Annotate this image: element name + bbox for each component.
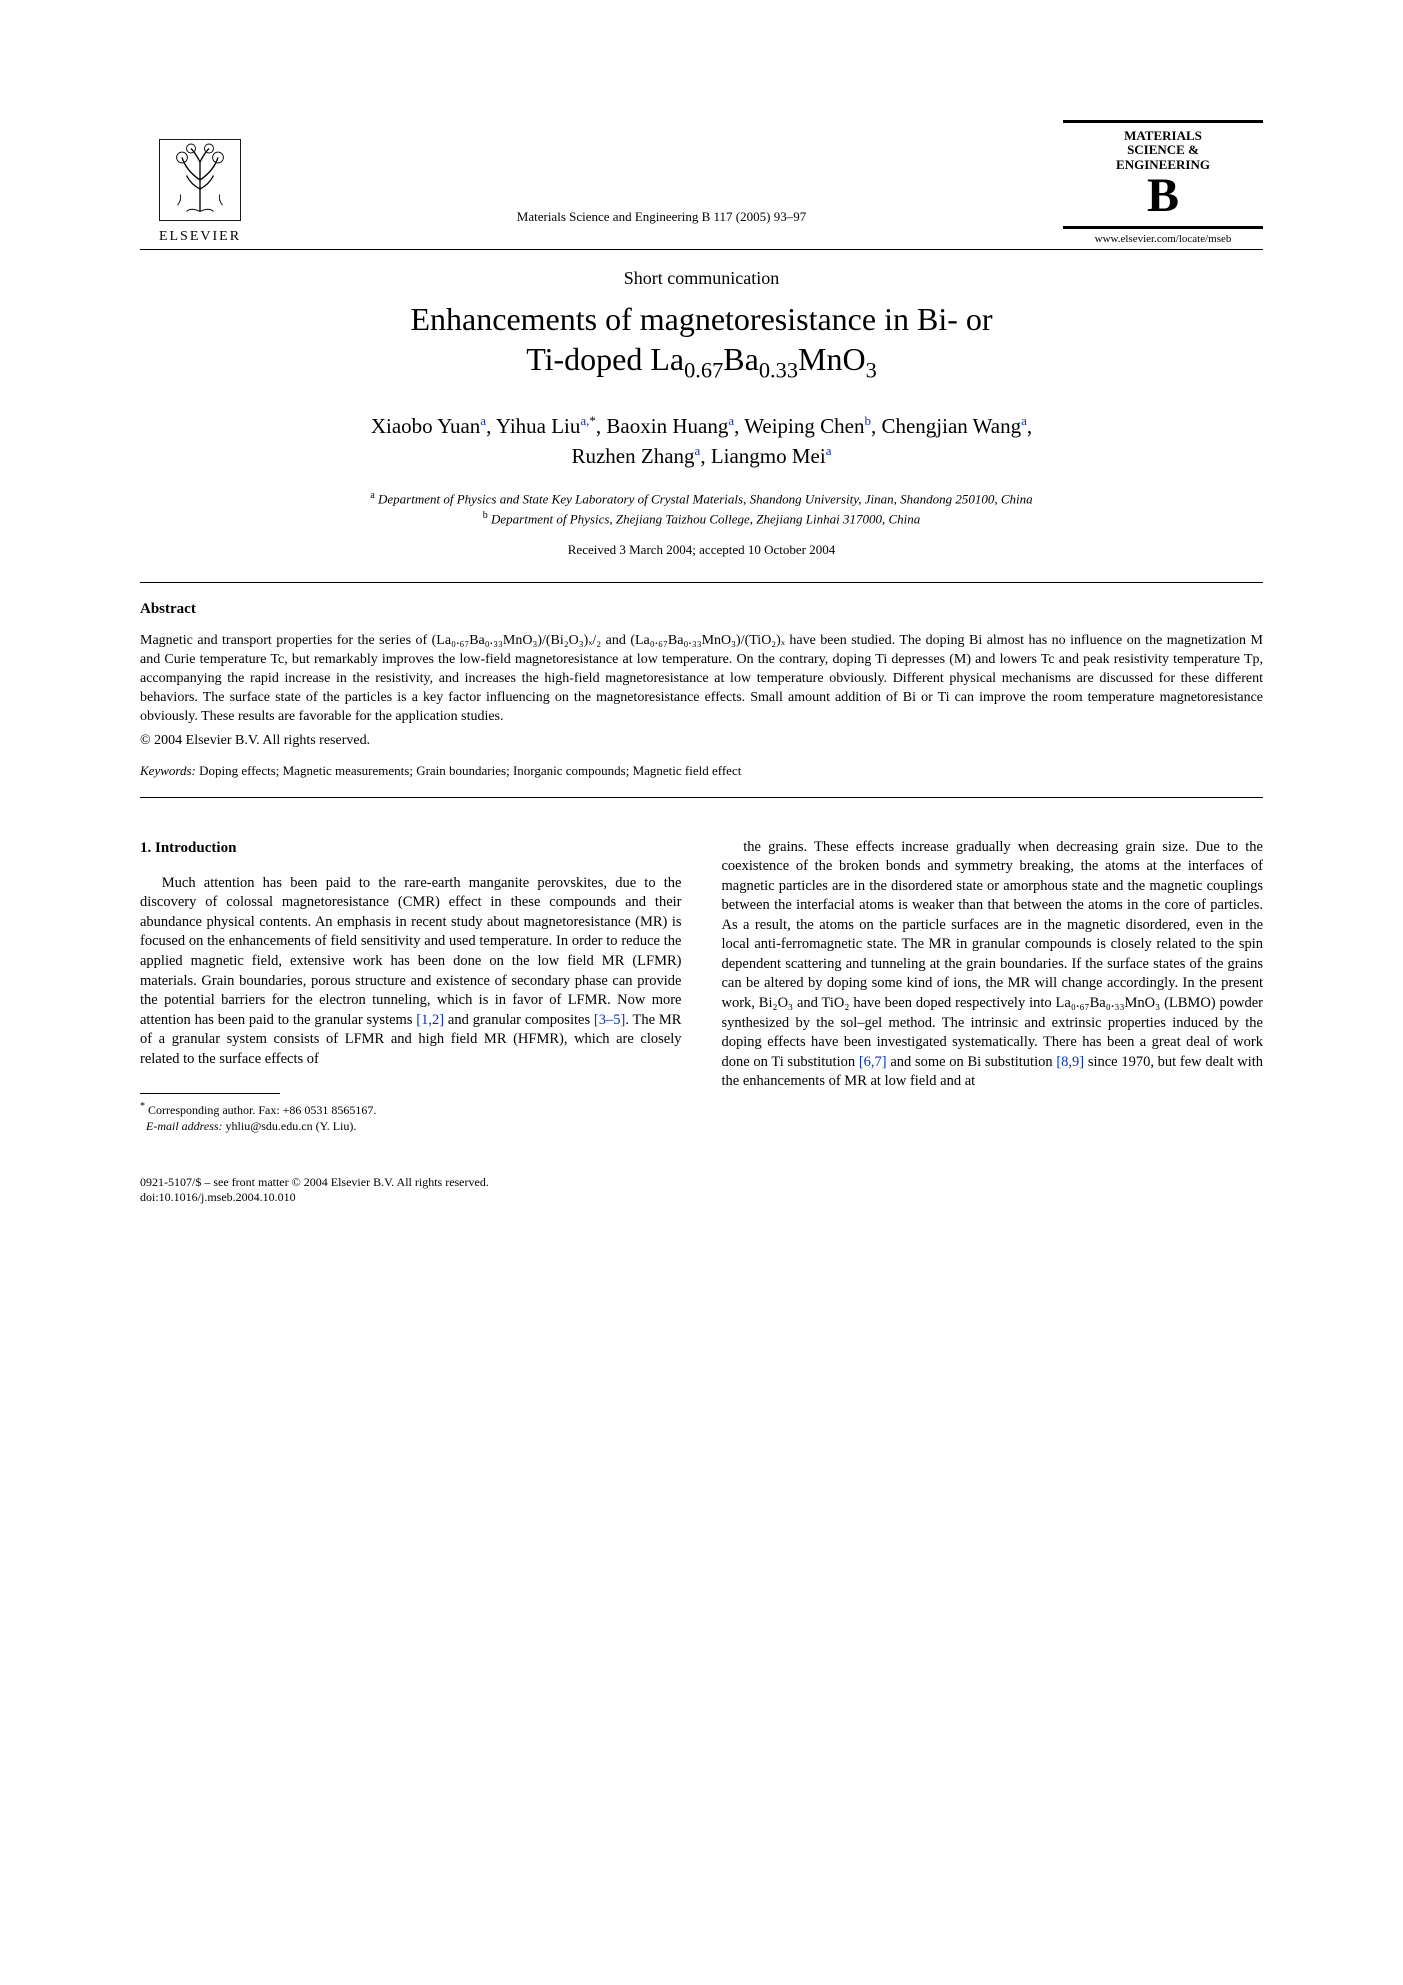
corr-text: Corresponding author. Fax: +86 0531 8565… bbox=[148, 1103, 376, 1117]
publisher-logo: ELSEVIER bbox=[140, 135, 260, 245]
footnote-rule bbox=[140, 1093, 280, 1094]
article-type: Short communication bbox=[140, 268, 1263, 289]
email-value: yhliu@sdu.edu.cn (Y. Liu). bbox=[226, 1119, 357, 1133]
title-sub1: 0.67 bbox=[684, 357, 723, 382]
email-label: E-mail address: bbox=[146, 1119, 223, 1133]
article-dates: Received 3 March 2004; accepted 10 Octob… bbox=[140, 542, 1263, 558]
body-columns: 1. Introduction Much attention has been … bbox=[140, 838, 1263, 1135]
title-sub3: 3 bbox=[866, 357, 877, 382]
intro-para-1: Much attention has been paid to the rare… bbox=[140, 874, 682, 1070]
title-line1: Enhancements of magnetoresistance in Bi-… bbox=[410, 301, 992, 337]
affiliations: a Department of Physics and State Key La… bbox=[140, 489, 1263, 528]
abstract-copyright: © 2004 Elsevier B.V. All rights reserved… bbox=[140, 733, 1263, 749]
author-6: Ruzhen Zhang bbox=[571, 444, 694, 468]
author-1-aff[interactable]: a bbox=[480, 413, 486, 428]
author-2: Yihua Liu bbox=[496, 414, 581, 438]
authors-list: Xiaobo Yuana, Yihua Liua,*, Baoxin Huang… bbox=[140, 412, 1263, 471]
article-title: Enhancements of magnetoresistance in Bi-… bbox=[140, 299, 1263, 384]
keywords-text: Doping effects; Magnetic measurements; G… bbox=[199, 763, 741, 778]
journal-url: www.elsevier.com/locate/mseb bbox=[1063, 233, 1263, 245]
journal-name-line2: SCIENCE & bbox=[1063, 143, 1263, 157]
rule-2 bbox=[140, 797, 1263, 798]
elsevier-tree-icon bbox=[155, 135, 245, 225]
author-3: Baoxin Huang bbox=[606, 414, 728, 438]
intro-para-2: the grains. These effects increase gradu… bbox=[722, 838, 1264, 1092]
title-mid1: Ba bbox=[723, 341, 759, 377]
journal-letter: B bbox=[1063, 172, 1263, 220]
title-mid2: MnO bbox=[798, 341, 866, 377]
author-5: Chengjian Wang bbox=[881, 414, 1021, 438]
author-7: Liangmo Mei bbox=[711, 444, 826, 468]
section-1-heading: 1. Introduction bbox=[140, 838, 682, 858]
abstract-heading: Abstract bbox=[140, 601, 1263, 618]
author-5-aff[interactable]: a bbox=[1021, 413, 1027, 428]
ref-link-1[interactable]: [1,2] bbox=[416, 1012, 444, 1028]
author-7-aff[interactable]: a bbox=[826, 443, 832, 458]
front-matter: 0921-5107/$ – see front matter © 2004 El… bbox=[140, 1175, 1263, 1191]
journal-reference: Materials Science and Engineering B 117 … bbox=[260, 209, 1063, 245]
keywords-label: Keywords: bbox=[140, 763, 196, 778]
author-1: Xiaobo Yuan bbox=[371, 414, 480, 438]
affiliation-b: Department of Physics, Zhejiang Taizhou … bbox=[491, 511, 920, 526]
title-sub2: 0.33 bbox=[759, 357, 798, 382]
author-6-aff[interactable]: a bbox=[695, 443, 701, 458]
doi: doi:10.1016/j.mseb.2004.10.010 bbox=[140, 1190, 1263, 1206]
author-3-aff[interactable]: a bbox=[728, 413, 734, 428]
bottom-meta: 0921-5107/$ – see front matter © 2004 El… bbox=[140, 1175, 1263, 1206]
rule-1 bbox=[140, 582, 1263, 583]
corresponding-footnote: * Corresponding author. Fax: +86 0531 85… bbox=[140, 1100, 682, 1134]
journal-box: MATERIALS SCIENCE & ENGINEERING B www.el… bbox=[1063, 120, 1263, 245]
author-4: Weiping Chen bbox=[744, 414, 864, 438]
header: ELSEVIER Materials Science and Engineeri… bbox=[140, 120, 1263, 250]
abstract-text: Magnetic and transport properties for th… bbox=[140, 632, 1263, 726]
title-line2-prefix: Ti-doped La bbox=[526, 341, 684, 377]
ref-link-4[interactable]: [8,9] bbox=[1056, 1054, 1084, 1070]
column-left: 1. Introduction Much attention has been … bbox=[140, 838, 682, 1135]
affiliation-a: Department of Physics and State Key Labo… bbox=[378, 491, 1033, 506]
column-right: the grains. These effects increase gradu… bbox=[722, 838, 1264, 1135]
ref-link-2[interactable]: [3–5] bbox=[594, 1012, 625, 1028]
publisher-name: ELSEVIER bbox=[159, 229, 241, 245]
author-2-corr[interactable]: * bbox=[589, 413, 596, 428]
journal-name-line1: MATERIALS bbox=[1063, 129, 1263, 143]
ref-link-3[interactable]: [6,7] bbox=[859, 1054, 887, 1070]
author-4-aff[interactable]: b bbox=[864, 413, 871, 428]
keywords: Keywords: Doping effects; Magnetic measu… bbox=[140, 763, 1263, 779]
